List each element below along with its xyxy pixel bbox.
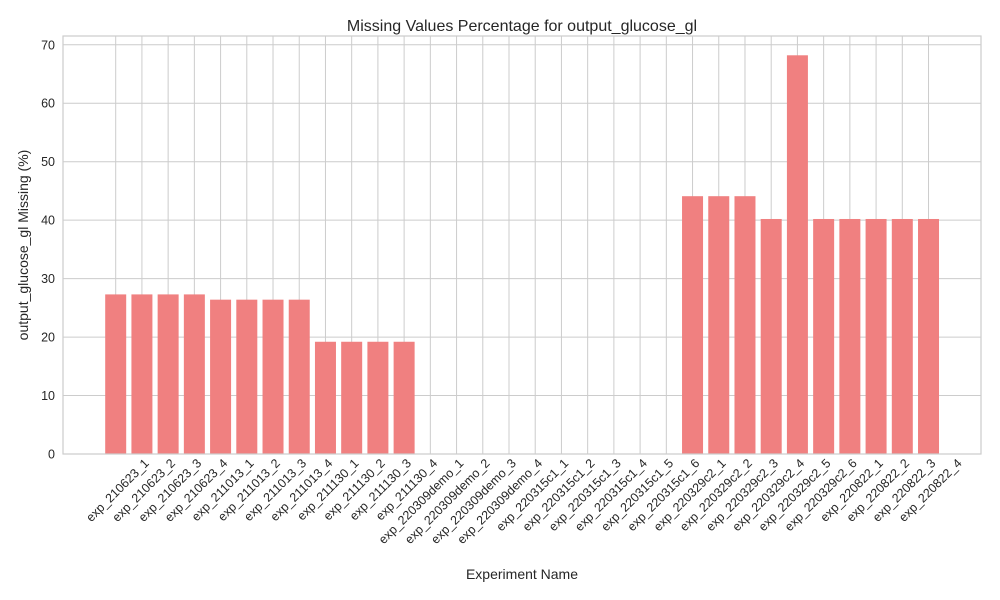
bar-exp_220329c2_3 [734,196,756,454]
bar-exp_210623_3 [157,294,179,454]
bar-exp_211130_3 [367,341,389,454]
bar-exp_220329c2_2 [708,196,730,454]
bar-exp_210623_1 [105,294,127,454]
y-tick-label: 50 [41,155,55,169]
bar-exp_220822_1 [839,218,861,454]
bar-exp_220822_2 [865,218,887,454]
y-tick-label: 60 [41,97,55,111]
y-tick-label: 30 [41,272,55,286]
chart-title: Missing Values Percentage for output_glu… [347,18,697,35]
bar-exp_210623_4 [183,294,205,454]
bar-exp_220329c2_4 [760,218,782,454]
bar-exp_211130_2 [341,341,363,454]
bar-exp_220329c2_6 [813,218,835,454]
bar-exp_211130_1 [314,341,336,454]
y-tick-label: 40 [41,214,55,228]
bar-exp_211013_2 [236,299,258,454]
bar-exp_220822_3 [891,218,913,454]
bar-exp_211013_1 [210,299,232,454]
y-tick-labels: 0 10 20 30 40 50 60 70 [41,38,55,461]
y-tick-label: 0 [48,448,55,462]
y-tick-label: 70 [41,38,55,52]
bar-exp_211130_4 [393,341,415,454]
bar-exp_211013_4 [288,299,310,454]
bar-exp_211013_3 [262,299,284,454]
y-axis-label: output_glucose_gl Missing (%) [15,150,31,341]
plot-frame [62,35,982,455]
bar-exp_220822_4 [918,218,940,454]
bar-exp_220329c2_1 [682,196,704,454]
y-tick-label: 20 [41,331,55,345]
bars [105,55,940,455]
y-tick-label: 10 [41,389,55,403]
x-axis-label: Experiment Name [466,566,578,582]
bar-exp_210623_2 [131,294,153,454]
bar-exp_220329c2_5 [786,55,808,455]
x-tick-labels: exp_210623_1exp_210623_2exp_210623_3exp_… [83,456,964,547]
